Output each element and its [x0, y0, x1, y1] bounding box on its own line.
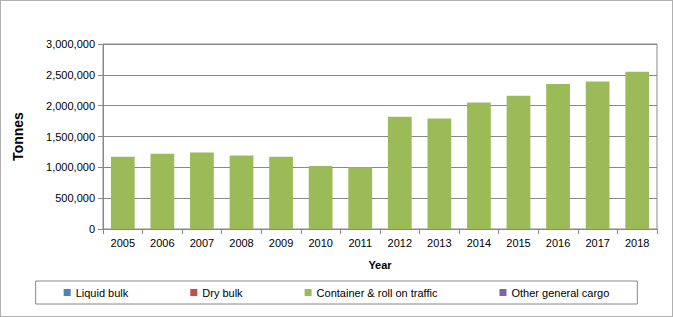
svg-text:2007: 2007: [190, 237, 214, 249]
svg-text:2006: 2006: [150, 237, 174, 249]
svg-text:2005: 2005: [111, 237, 135, 249]
svg-text:2,500,000: 2,500,000: [46, 69, 95, 81]
svg-text:1,500,000: 1,500,000: [46, 131, 95, 143]
svg-text:Dry bulk: Dry bulk: [202, 287, 243, 299]
svg-text:500,000: 500,000: [55, 192, 95, 204]
svg-text:2011: 2011: [348, 237, 372, 249]
svg-text:0: 0: [89, 223, 95, 235]
svg-text:2017: 2017: [585, 237, 609, 249]
svg-text:2016: 2016: [546, 237, 570, 249]
svg-text:3,000,000: 3,000,000: [46, 38, 95, 50]
svg-text:Year: Year: [368, 259, 392, 271]
svg-text:2018: 2018: [625, 237, 649, 249]
svg-text:Tonnes: Tonnes: [10, 112, 26, 161]
svg-text:2008: 2008: [229, 237, 253, 249]
svg-text:Other general cargo: Other general cargo: [511, 287, 609, 299]
svg-text:2010: 2010: [308, 237, 332, 249]
svg-text:Container & roll on traffic: Container & roll on traffic: [317, 287, 438, 299]
svg-text:2009: 2009: [269, 237, 293, 249]
svg-text:1,000,000: 1,000,000: [46, 161, 95, 173]
svg-text:2013: 2013: [427, 237, 451, 249]
svg-text:2014: 2014: [467, 237, 491, 249]
svg-text:2012: 2012: [388, 237, 412, 249]
svg-text:2,000,000: 2,000,000: [46, 100, 95, 112]
svg-text:2015: 2015: [506, 237, 530, 249]
svg-text:Liquid bulk: Liquid bulk: [76, 287, 129, 299]
